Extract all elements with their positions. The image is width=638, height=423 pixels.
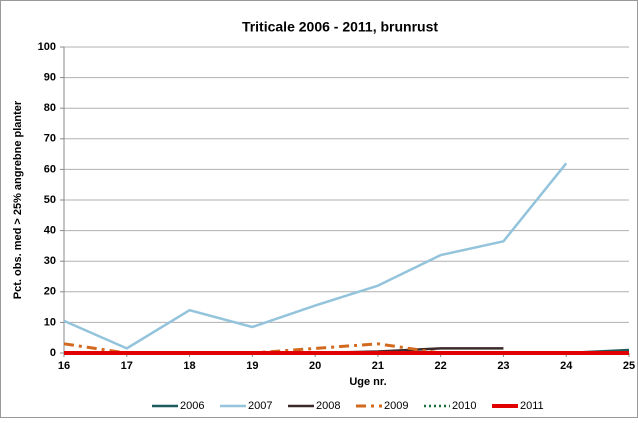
x-tick-label: 25 xyxy=(623,360,635,372)
y-tick-label: 20 xyxy=(44,286,56,298)
y-tick-label: 70 xyxy=(44,133,56,145)
y-tick-label: 40 xyxy=(44,225,56,237)
series-line xyxy=(63,162,568,350)
legend-label: 2007 xyxy=(248,400,272,412)
y-tick-label: 10 xyxy=(44,316,56,328)
x-tick-label: 22 xyxy=(435,360,447,372)
x-tick-label: 18 xyxy=(183,360,195,372)
x-tick-label: 20 xyxy=(309,360,321,372)
y-axis-title: Pct. obs. med > 25% angrebne planter xyxy=(12,100,24,299)
y-tick-label: 80 xyxy=(44,102,56,114)
y-tick-label: 50 xyxy=(44,194,56,206)
x-axis-title: Uge nr. xyxy=(349,376,386,388)
legend-label: 2011 xyxy=(520,400,544,412)
legend-label: 2010 xyxy=(452,400,476,412)
y-tick-label: 100 xyxy=(38,41,56,53)
y-tick-label: 90 xyxy=(44,72,56,84)
x-tick-label: 21 xyxy=(372,360,384,372)
legend-label: 2009 xyxy=(384,400,408,412)
y-tick-label: 60 xyxy=(44,163,56,175)
legend-label: 2008 xyxy=(316,400,340,412)
y-tick-label: 30 xyxy=(44,255,56,267)
x-tick-label: 17 xyxy=(121,360,133,372)
x-tick-label: 16 xyxy=(58,360,70,372)
chart-title: Triticale 2006 - 2011, brunrust xyxy=(242,19,438,35)
legend-label: 2006 xyxy=(180,400,204,412)
x-tick-label: 19 xyxy=(246,360,258,372)
y-tick-label: 0 xyxy=(50,347,56,359)
x-tick-label: 24 xyxy=(560,360,573,372)
x-tick-label: 23 xyxy=(497,360,509,372)
